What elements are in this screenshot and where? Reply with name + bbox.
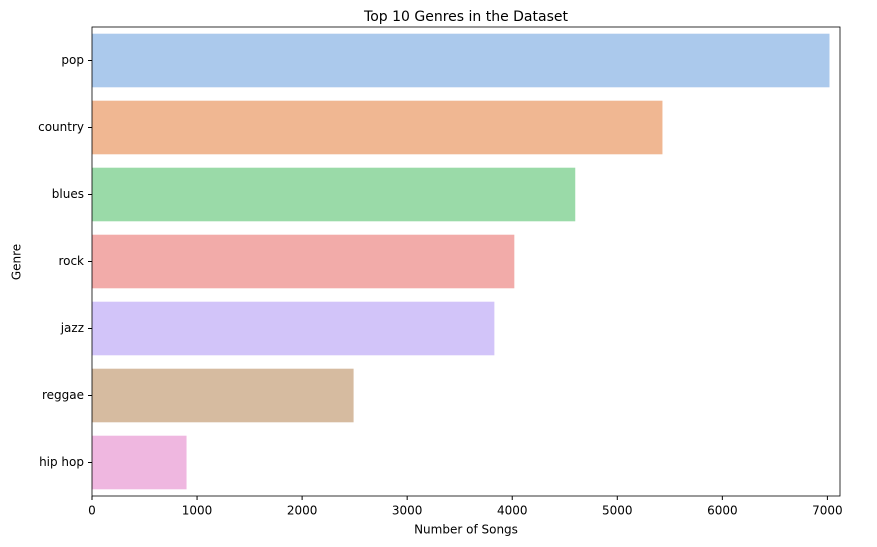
y-tick-label: jazz: [60, 321, 84, 335]
bar: [92, 33, 830, 88]
y-tick-label: blues: [52, 187, 84, 201]
y-axis-label: Genre: [10, 244, 24, 280]
bar: [92, 435, 187, 490]
x-axis-label: Number of Songs: [414, 523, 518, 537]
x-tick-label: 7000: [812, 504, 843, 518]
bar: [92, 301, 495, 356]
bar: [92, 100, 663, 155]
x-tick-label: 2000: [287, 504, 318, 518]
x-tick-label: 5000: [602, 504, 633, 518]
x-tick-label: 3000: [392, 504, 423, 518]
y-tick-label: country: [38, 120, 84, 134]
chart-title: Top 10 Genres in the Dataset: [363, 9, 568, 25]
x-tick-label: 0: [88, 504, 96, 518]
bar: [92, 234, 515, 289]
x-tick-label: 6000: [707, 504, 738, 518]
y-tick-label: hip hop: [39, 455, 84, 469]
bar: [92, 368, 354, 423]
plot-frame: [91, 26, 841, 497]
y-tick-label: reggae: [42, 388, 84, 402]
x-tick-label: 4000: [497, 504, 528, 518]
y-tick-label: rock: [58, 254, 84, 268]
y-tick-label: pop: [61, 53, 84, 67]
bar: [92, 167, 576, 222]
x-tick-label: 1000: [182, 504, 213, 518]
